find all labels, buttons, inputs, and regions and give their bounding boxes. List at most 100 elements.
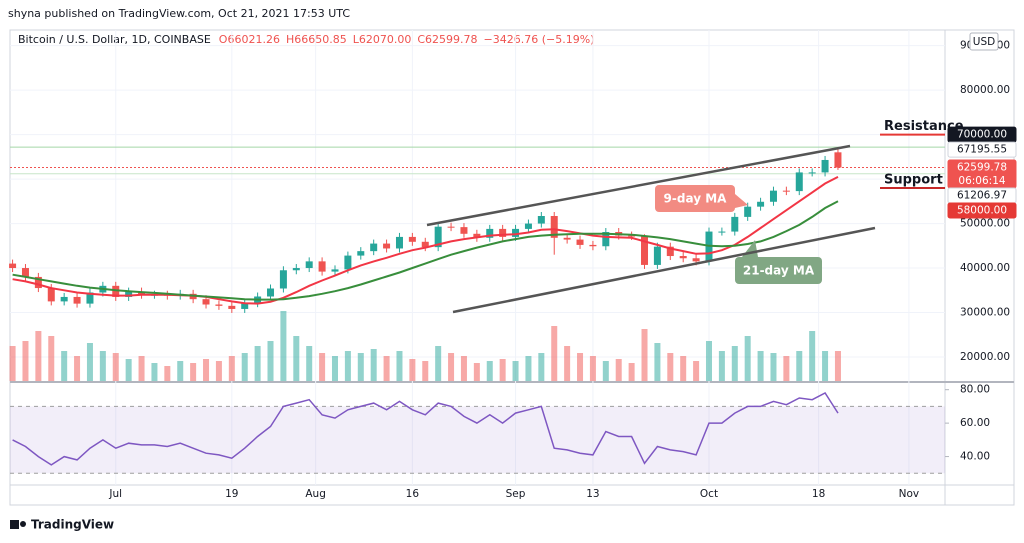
callout-pointer: [735, 194, 748, 208]
candle-body: [524, 223, 532, 229]
y-tick-label: 20000.00: [960, 351, 1010, 363]
trend-line-lower: [452, 226, 876, 314]
currency: USD: [973, 36, 995, 48]
y-tick-label: 80000.00: [960, 84, 1010, 96]
candle-body: [537, 216, 545, 224]
candle-body: [383, 243, 391, 249]
volume-bar: [344, 351, 351, 381]
volume-bar: [22, 341, 29, 381]
price-tag-label: 70000.00: [957, 129, 1007, 141]
candle-body: [357, 251, 365, 256]
rsi-band: [10, 406, 945, 474]
candle-body: [215, 304, 223, 306]
volume-bar: [473, 363, 480, 381]
volume-bar: [718, 351, 725, 381]
open: O66021.26: [219, 33, 280, 46]
volume-bar: [538, 353, 545, 381]
volume-bar: [422, 361, 429, 381]
volume-bar: [680, 356, 687, 381]
high: H66650.85: [286, 33, 347, 46]
volume-bar: [809, 331, 816, 381]
volume-bar: [435, 346, 442, 381]
volume-bar: [551, 326, 558, 381]
moving-average: [12, 200, 839, 301]
published: shyna published on TradingView.com, Oct …: [8, 7, 350, 20]
volume-bar: [564, 346, 571, 381]
candle-body: [499, 228, 507, 237]
volume-bar: [486, 361, 493, 381]
volume-bar: [589, 356, 596, 381]
callout-box: [655, 185, 735, 212]
candle-body: [395, 236, 403, 249]
candle-body: [718, 231, 726, 233]
level-label: Resistance: [884, 119, 964, 134]
volume-bar: [35, 331, 42, 381]
change: −3426.76 (−5.19%): [484, 33, 595, 46]
candle-body: [821, 159, 829, 173]
x-tick-label: Jul: [108, 488, 122, 500]
volume-bar: [331, 356, 338, 381]
x-tick-label: 19: [225, 488, 238, 500]
rsi-line: [12, 392, 839, 466]
volume-bar: [370, 349, 377, 381]
volume-bar: [125, 359, 132, 381]
footer: TradingView: [31, 518, 114, 532]
y-tick-label: 80.00: [960, 384, 990, 396]
candle-body: [460, 227, 468, 234]
x-tick-label: Oct: [700, 488, 718, 500]
y-tick-label: 50000.00: [960, 218, 1010, 230]
y-tick-label: 60.00: [960, 417, 990, 429]
volume-bar: [615, 359, 622, 381]
volume-bar: [9, 346, 16, 381]
volume-bar: [783, 356, 790, 381]
price-tag: [947, 141, 1017, 158]
candle-body: [202, 299, 210, 305]
volume-bar: [731, 346, 738, 381]
candle-body: [86, 292, 94, 304]
volume-bar: [834, 351, 841, 381]
candle-body: [125, 291, 133, 297]
candle-body: [628, 235, 636, 237]
candle-body: [679, 256, 687, 259]
volume-bar: [357, 353, 364, 381]
volume-bar: [112, 353, 119, 381]
candle-body: [834, 152, 842, 168]
volume-bar: [177, 361, 184, 381]
price-tag-label: 62599.78: [957, 162, 1007, 174]
volume-bar: [61, 351, 68, 381]
volume-bar: [254, 346, 261, 381]
candle-body: [421, 241, 429, 248]
candle-body: [757, 201, 765, 207]
volume-bar: [396, 351, 403, 381]
volume-bar: [705, 341, 712, 381]
candle-body: [9, 263, 17, 269]
candle-body: [808, 172, 816, 174]
candle-body: [228, 305, 236, 309]
candle-body: [473, 233, 481, 238]
candle-body: [241, 303, 249, 309]
candle-body: [692, 258, 700, 262]
candle-body: [112, 285, 120, 297]
x-tick-label: Nov: [899, 488, 920, 500]
candle-body: [602, 232, 610, 247]
volume-bar: [448, 353, 455, 381]
price-tag-label: 67195.55: [957, 144, 1007, 156]
close: C62599.78: [417, 33, 477, 46]
y-tick-label: 40000.00: [960, 262, 1010, 274]
volume-bar: [667, 353, 674, 381]
volume-bar: [744, 336, 751, 381]
candle-body: [279, 270, 287, 289]
low: L62070.00: [353, 33, 412, 46]
volume-bar: [293, 336, 300, 381]
trend-line-upper: [426, 144, 851, 227]
footer-logo: [10, 520, 26, 529]
candle-body: [318, 261, 326, 272]
candle-body: [731, 216, 739, 232]
volume-bar: [86, 343, 93, 381]
volume-bar: [602, 361, 609, 381]
volume-bar: [770, 353, 777, 381]
currency-box: [969, 32, 999, 51]
volume-bar: [383, 356, 390, 381]
volume-bar: [138, 356, 145, 381]
